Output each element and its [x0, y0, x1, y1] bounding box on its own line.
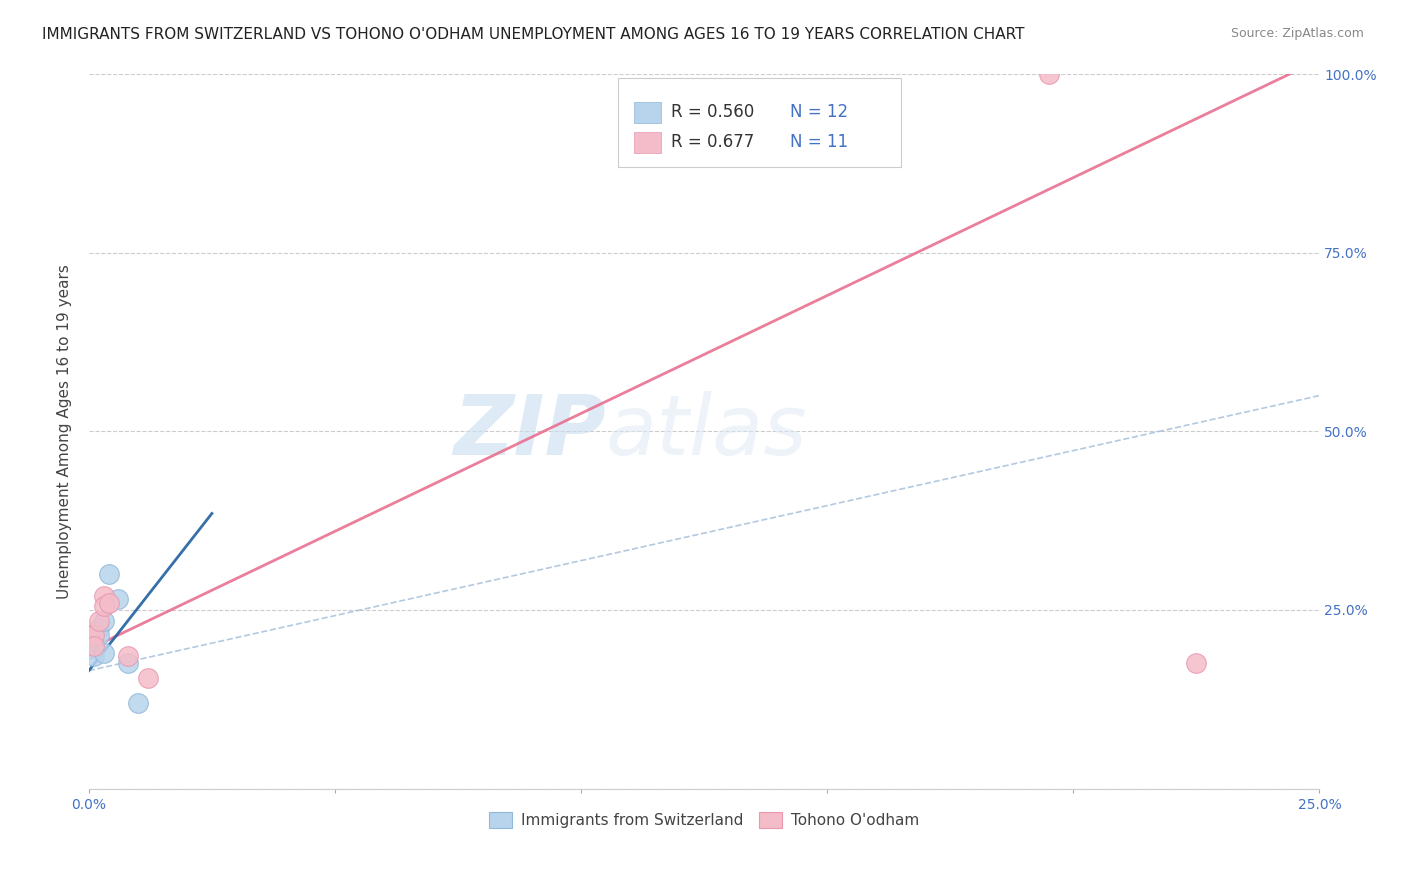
Point	[87, 628, 110, 642]
Point	[107, 592, 129, 607]
FancyBboxPatch shape	[634, 132, 661, 153]
Point	[1185, 657, 1208, 671]
Legend: Immigrants from Switzerland, Tohono O'odham: Immigrants from Switzerland, Tohono O'od…	[484, 806, 925, 835]
Point	[77, 628, 100, 642]
Y-axis label: Unemployment Among Ages 16 to 19 years: Unemployment Among Ages 16 to 19 years	[58, 264, 72, 599]
Point	[93, 646, 115, 660]
Point	[87, 614, 110, 628]
Point	[117, 649, 139, 664]
Point	[83, 635, 105, 649]
Point	[83, 649, 105, 664]
Point	[127, 696, 149, 710]
Point	[136, 671, 159, 685]
Text: R = 0.677: R = 0.677	[671, 133, 754, 151]
Point	[1038, 67, 1060, 81]
Point	[93, 614, 115, 628]
Text: IMMIGRANTS FROM SWITZERLAND VS TOHONO O'ODHAM UNEMPLOYMENT AMONG AGES 16 TO 19 Y: IMMIGRANTS FROM SWITZERLAND VS TOHONO O'…	[42, 27, 1025, 42]
Text: N = 12: N = 12	[790, 103, 848, 121]
Point	[83, 639, 105, 653]
Point	[97, 596, 120, 610]
Text: R = 0.560: R = 0.560	[671, 103, 754, 121]
Text: Source: ZipAtlas.com: Source: ZipAtlas.com	[1230, 27, 1364, 40]
Point	[87, 621, 110, 635]
Point	[77, 642, 100, 657]
Text: ZIP: ZIP	[453, 391, 606, 472]
FancyBboxPatch shape	[634, 102, 661, 123]
FancyBboxPatch shape	[619, 78, 901, 167]
Point	[83, 628, 105, 642]
Text: atlas: atlas	[606, 391, 807, 472]
Point	[97, 567, 120, 582]
Point	[83, 628, 105, 642]
Point	[93, 599, 115, 614]
Point	[117, 657, 139, 671]
Point	[93, 589, 115, 603]
Text: N = 11: N = 11	[790, 133, 848, 151]
